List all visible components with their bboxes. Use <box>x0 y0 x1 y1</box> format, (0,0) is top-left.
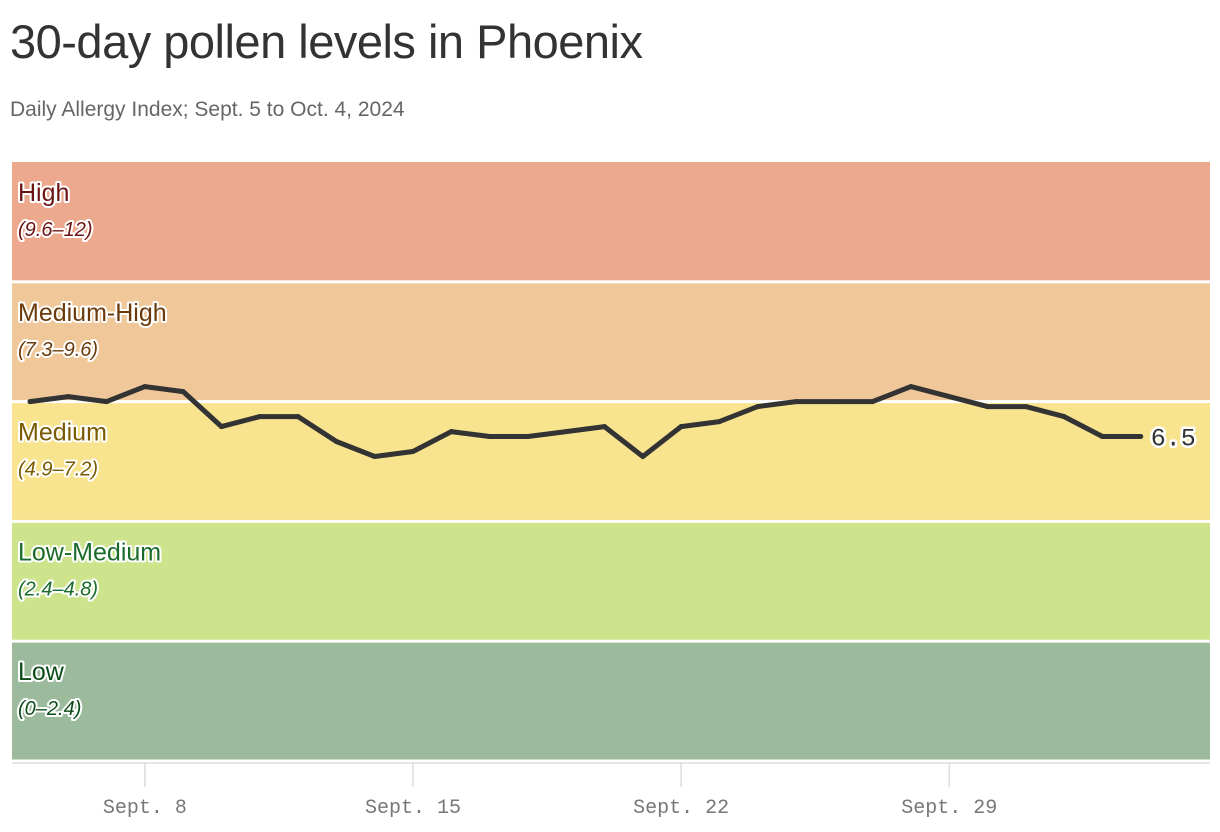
band-range-high: (9.6–12) <box>18 219 93 241</box>
data-point <box>65 394 71 400</box>
band-label-medium: Medium <box>18 419 107 447</box>
band-medium-high <box>12 283 1210 401</box>
data-point <box>410 449 416 455</box>
band-range-low: (0–2.4) <box>18 698 81 720</box>
data-point <box>755 404 761 410</box>
x-tick-label: Sept. 22 <box>633 797 729 820</box>
data-point <box>678 424 684 430</box>
data-point <box>602 424 607 430</box>
data-point <box>448 429 454 435</box>
chart-title: 30-day pollen levels in Phoenix <box>10 15 643 68</box>
data-point <box>793 399 799 405</box>
band-range-medium: (4.9–7.2) <box>18 459 98 481</box>
data-point <box>487 434 493 440</box>
band-range-medium-high: (7.3–9.6) <box>18 339 98 361</box>
band-label-medium-high: Medium-High <box>18 299 167 327</box>
band-label-low-medium: Low-Medium <box>18 538 161 566</box>
data-point <box>563 429 569 435</box>
band-high <box>12 162 1210 281</box>
allergy-bands <box>12 162 1210 760</box>
band-low-medium <box>12 522 1210 640</box>
data-point <box>104 399 110 405</box>
data-point <box>870 399 876 405</box>
data-point <box>1099 434 1105 440</box>
data-point <box>640 454 646 460</box>
data-point <box>908 384 914 390</box>
data-point <box>372 454 378 460</box>
data-point <box>831 399 837 405</box>
band-range-low-medium: (2.4–4.8) <box>18 578 98 600</box>
data-point <box>1023 404 1029 410</box>
data-point <box>716 419 722 425</box>
band-medium <box>12 403 1210 520</box>
data-point <box>946 394 952 400</box>
data-point <box>27 399 33 405</box>
band-label-low: Low <box>18 658 65 686</box>
end-value-label: 6.5 <box>1151 425 1196 454</box>
data-point <box>985 404 990 410</box>
data-point <box>333 439 339 445</box>
chart-subtitle: Daily Allergy Index; Sept. 5 to Oct. 4, … <box>10 98 405 121</box>
data-point <box>219 424 224 430</box>
band-label-high: High <box>18 179 69 207</box>
data-point <box>295 414 301 420</box>
x-axis: Sept. 8 Sept. 15 Sept. 22 Sept. 29 <box>12 762 1210 820</box>
band-low <box>12 642 1210 760</box>
data-point <box>142 384 148 390</box>
x-tick-label: Sept. 15 <box>365 797 461 820</box>
data-point <box>1138 434 1144 440</box>
series-line <box>27 384 1144 459</box>
series-layer: 6.5 <box>27 384 1198 460</box>
data-point <box>257 414 263 420</box>
band-labels: High (9.6–12) Medium-High (7.3–9.6) Medium (4… <box>16 177 169 722</box>
x-tick-label: Sept. 8 <box>103 797 187 820</box>
data-point <box>1061 414 1067 420</box>
data-point <box>525 434 531 440</box>
data-point <box>180 389 186 395</box>
x-tick-label: Sept. 29 <box>901 797 997 820</box>
